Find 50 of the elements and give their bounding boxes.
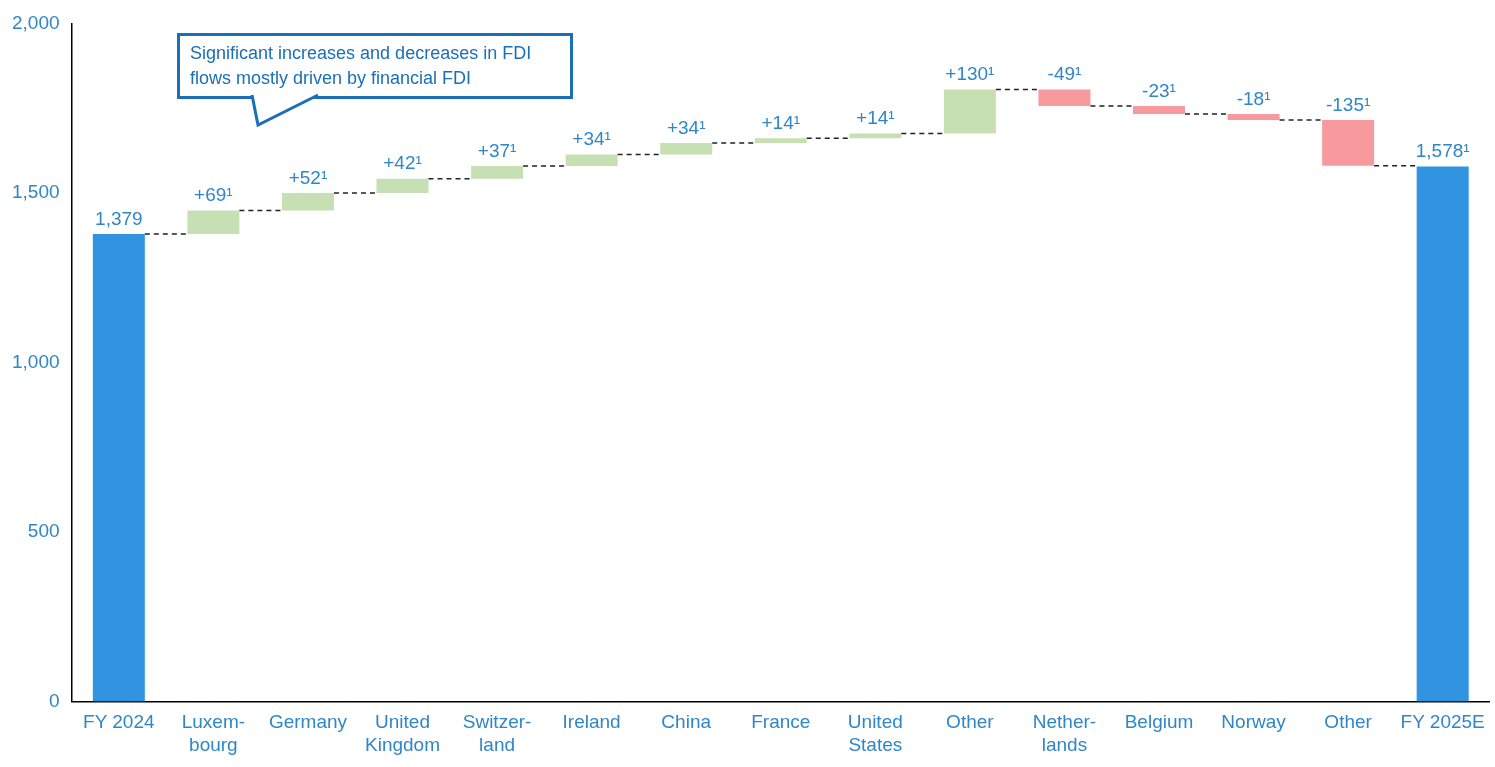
- bar: [754, 138, 807, 144]
- data-label: -135¹: [1325, 93, 1371, 115]
- bar: [471, 166, 524, 179]
- bar: [1322, 120, 1375, 166]
- x-tick-label: Luxem-bourg: [181, 711, 246, 755]
- x-tick-label: FY 2024: [83, 711, 155, 733]
- data-label: -18¹: [1236, 87, 1271, 109]
- data-label: -49¹: [1047, 63, 1082, 85]
- bar: [1133, 106, 1186, 114]
- x-tick-label: FY 2025E: [1400, 711, 1485, 733]
- x-tick-label: France: [751, 711, 811, 733]
- x-tick-label: Other: [1324, 711, 1373, 733]
- bar: [1038, 89, 1091, 107]
- x-tick-label: Switzer-land: [462, 711, 532, 755]
- x-tick-label: Other: [946, 711, 995, 733]
- y-tick-label: 1,500: [12, 181, 60, 203]
- bar: [281, 192, 334, 211]
- data-label: +130¹: [945, 63, 995, 85]
- y-tick-label: 1,000: [12, 350, 60, 372]
- data-label: 1,578¹: [1415, 140, 1470, 162]
- data-label: +14¹: [761, 112, 801, 134]
- data-label: 1,379: [95, 207, 143, 229]
- y-tick-label: 0: [48, 689, 60, 711]
- bar: [660, 143, 713, 155]
- x-tick-label: Nether-lands: [1032, 711, 1097, 755]
- bar: [565, 154, 618, 167]
- y-tick-label: 500: [27, 520, 60, 542]
- x-tick-label: Norway: [1221, 711, 1287, 733]
- x-tick-label: China: [661, 711, 712, 733]
- annotation: Significant increases and decreases in FDI flows mostly driven by financial FDI: [177, 33, 573, 99]
- data-label: +52¹: [288, 166, 328, 188]
- data-label: +42¹: [383, 152, 422, 174]
- bar: [943, 89, 996, 134]
- bar: [187, 210, 240, 234]
- data-label: +69¹: [194, 184, 233, 206]
- y-tick-label: 2,000: [12, 11, 60, 33]
- x-tick-label: Ireland: [562, 711, 621, 733]
- data-label: +37¹: [477, 139, 517, 161]
- data-label: -23¹: [1142, 79, 1176, 101]
- x-tick-label: United Kingdom: [365, 711, 441, 755]
- bar: [92, 233, 145, 702]
- bar: [376, 178, 429, 193]
- data-label: +34¹: [572, 128, 611, 150]
- x-tick-label: United States: [847, 711, 903, 755]
- data-label: +34¹: [666, 116, 706, 138]
- x-tick-label: Germany: [268, 711, 348, 733]
- bar: [1227, 113, 1280, 121]
- x-tick-label: Belgium: [1124, 711, 1194, 733]
- bar: [1416, 166, 1469, 702]
- data-label: +14¹: [856, 107, 895, 129]
